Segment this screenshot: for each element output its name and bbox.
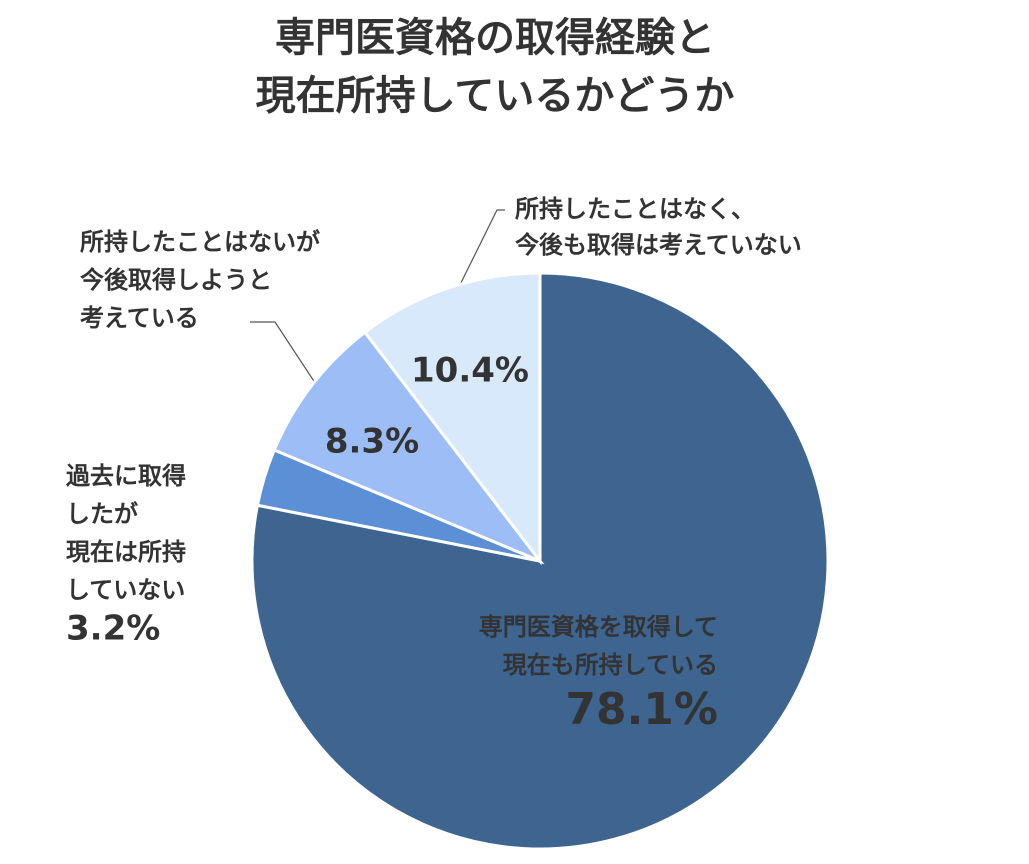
leader-line <box>250 321 326 399</box>
value-label: 8.3% <box>325 422 419 462</box>
value-label: 10.4% <box>411 351 529 391</box>
slice-label: 現在は所持 <box>66 538 186 566</box>
value-label: 78.1% <box>565 684 718 735</box>
pie-slice <box>362 271 542 566</box>
slice-label: 今後取得しようと <box>80 266 272 294</box>
slice-label: 過去に取得 <box>66 462 186 490</box>
slice-label: 今後も取得は考えていない <box>515 231 802 259</box>
slice-label: したが <box>66 500 138 528</box>
chart-title: 専門医資格の取得経験と <box>275 15 715 61</box>
chart-title: 現在所持しているかどうか <box>256 73 735 119</box>
slice-label: 考えている <box>80 304 199 332</box>
pie-slice <box>272 330 545 565</box>
slice-label: 所持したことはなく、 <box>515 195 755 223</box>
slice-label: 現在も所持している <box>503 651 718 679</box>
slice-label: していない <box>66 576 185 604</box>
slice-label: 専門医資格を取得して <box>479 613 718 641</box>
leader-line <box>449 209 505 306</box>
value-label: 3.2% <box>66 609 160 649</box>
slice-label: 所持したことはないが <box>80 228 320 256</box>
